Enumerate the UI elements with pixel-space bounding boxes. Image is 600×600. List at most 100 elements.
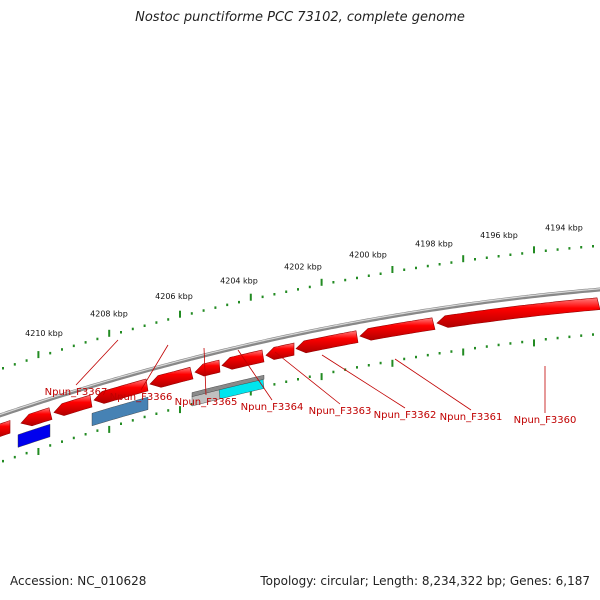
minor-tick: [131, 327, 134, 331]
gene-arrow[interactable]: [20, 407, 53, 427]
gene-box-outline[interactable]: [191, 374, 265, 397]
minor-tick: [568, 247, 571, 250]
minor-tick: [308, 285, 311, 289]
gene-arrow[interactable]: [93, 378, 149, 404]
major-tick: [391, 266, 394, 273]
gene-arrow[interactable]: [221, 349, 265, 370]
gene-arrow[interactable]: [359, 317, 436, 341]
minor-tick: [190, 312, 193, 315]
minor-tick: [120, 331, 122, 334]
minor-tick: [72, 344, 75, 348]
minor-tick: [521, 252, 524, 255]
minor-tick: [61, 348, 63, 351]
minor-tick: [450, 261, 453, 264]
gene-label[interactable]: Npun_F3366: [110, 392, 173, 403]
gene-arrow[interactable]: [149, 366, 194, 388]
minor-tick: [556, 248, 559, 251]
major-tick: [249, 293, 252, 301]
scale-label: 4202 kbp: [284, 263, 322, 272]
leader-line: [274, 351, 341, 405]
minor-tick: [544, 249, 547, 252]
minor-tick: [332, 370, 335, 374]
minor-tick: [415, 266, 417, 270]
minor-tick: [285, 380, 288, 383]
minor-tick: [367, 274, 370, 277]
gene-label-leaders: [75, 339, 546, 413]
leader-line: [321, 354, 406, 409]
gene-box-blue[interactable]: [17, 423, 51, 448]
minor-tick: [167, 409, 170, 412]
minor-tick: [13, 455, 16, 459]
minor-tick: [261, 295, 264, 299]
scale-label: 4200 kbp: [349, 250, 387, 259]
gene-labels: Npun_F3367 Npun_F3366 Npun_F3365 Npun_F3364…: [45, 387, 577, 426]
gene-label[interactable]: Npun_F3365: [175, 397, 238, 408]
minor-tick: [592, 245, 594, 248]
gene-arrow[interactable]: [0, 420, 11, 438]
minor-tick: [273, 293, 276, 296]
minor-tick: [509, 342, 512, 345]
major-tick: [320, 278, 323, 286]
map-title: Nostoc punctiforme PCC 73102, complete g…: [135, 10, 465, 25]
gene-label[interactable]: Npun_F3363: [309, 406, 372, 417]
accession-text: Accession: NC_010628: [10, 574, 147, 588]
minor-tick: [226, 303, 229, 307]
major-tick: [179, 406, 181, 414]
outer-tick-track: [2, 245, 594, 370]
minor-tick: [155, 412, 158, 415]
major-tick: [179, 310, 181, 318]
gene-label[interactable]: Npun_F3364: [241, 402, 304, 413]
gene-label[interactable]: Npun_F3367: [45, 387, 108, 398]
minor-tick: [521, 340, 524, 344]
gene-box-steelblue[interactable]: [91, 396, 149, 427]
minor-tick: [49, 444, 52, 447]
gene-label[interactable]: Npun_F3361: [440, 412, 503, 423]
minor-tick: [438, 352, 441, 355]
minor-tick: [485, 345, 488, 348]
minor-tick: [25, 451, 28, 455]
minor-tick: [131, 419, 134, 422]
major-tick: [37, 448, 40, 455]
minor-tick: [202, 309, 205, 312]
gene-arrow[interactable]: [53, 394, 93, 416]
major-tick: [462, 348, 465, 356]
minor-tick: [214, 306, 217, 309]
minor-tick: [485, 256, 488, 259]
gene-arrow[interactable]: [265, 342, 295, 360]
minor-tick: [580, 334, 583, 337]
minor-tick: [155, 321, 158, 324]
minor-tick: [72, 436, 75, 440]
gene-arrow[interactable]: [295, 330, 359, 354]
scale-label: 4210 kbp: [25, 329, 63, 338]
leader-line: [237, 349, 273, 401]
minor-tick: [120, 422, 122, 425]
leader-line: [140, 344, 169, 391]
gene-label[interactable]: Npun_F3360: [514, 415, 577, 426]
minor-tick: [509, 253, 512, 256]
major-tick: [462, 255, 465, 263]
major-tick: [37, 351, 40, 359]
gene-arrow[interactable]: [194, 359, 221, 377]
minor-tick: [592, 333, 594, 336]
scale-label: 4208 kbp: [90, 310, 128, 319]
gene-arrow[interactable]: [436, 297, 600, 328]
minor-tick: [438, 263, 441, 266]
major-tick: [533, 246, 535, 254]
genome-backbone-highlight: [0, 288, 600, 416]
minor-tick: [556, 336, 559, 340]
minor-tick: [356, 276, 358, 280]
reverse-strand-genes: [17, 374, 265, 448]
minor-tick: [580, 246, 583, 249]
gene-label[interactable]: Npun_F3362: [374, 410, 437, 421]
minor-tick: [49, 351, 52, 355]
scale-labels: 4210 kbp 4208 kbp 4206 kbp 4204 kbp 4202 kbp…: [25, 224, 583, 338]
genome-backbone: [0, 287, 600, 418]
minor-tick: [474, 258, 476, 261]
minor-tick: [25, 359, 28, 362]
minor-tick: [426, 353, 429, 357]
minor-tick: [238, 300, 240, 304]
major-tick: [108, 425, 111, 433]
scale-label: 4196 kbp: [480, 231, 518, 240]
minor-tick: [308, 375, 311, 378]
